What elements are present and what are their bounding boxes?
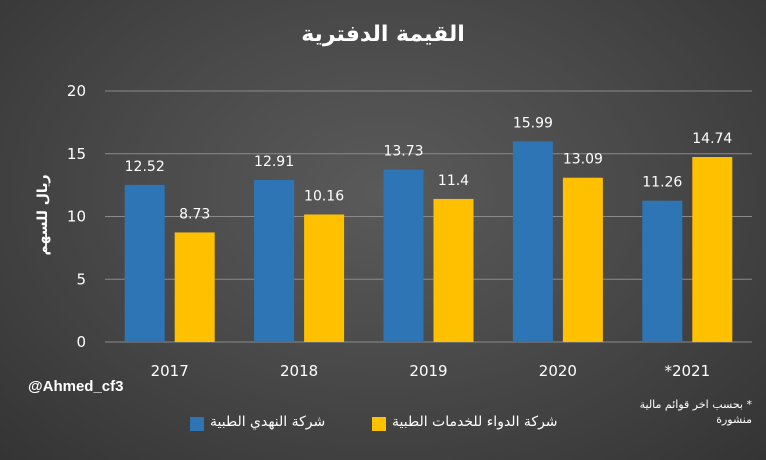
data-label: 15.99 <box>513 115 553 131</box>
bar <box>304 214 345 342</box>
data-label: 13.73 <box>383 144 423 160</box>
legend-label-series-1: شركة النهدي الطبية <box>210 414 326 430</box>
data-label: 10.16 <box>304 188 344 204</box>
chart-title: القيمة الدفترية <box>301 22 465 47</box>
data-label: 8.73 <box>179 206 210 222</box>
bar <box>692 157 733 342</box>
bar <box>433 198 474 342</box>
x-tick-label: 2017 <box>151 362 189 380</box>
bar <box>562 177 603 342</box>
y-tick-label: 10 <box>67 208 86 226</box>
legend-label-series-2: شركة الدواء للخدمات الطبية <box>392 414 558 430</box>
x-tick-label: 2018 <box>280 362 318 380</box>
y-tick-label: 15 <box>67 145 86 163</box>
legend-item-series-1: شركة النهدي الطبية <box>190 413 340 437</box>
data-label: 12.91 <box>254 154 294 170</box>
legend-swatch-series-1 <box>190 417 204 431</box>
y-axis-label: ريال للسهم <box>35 174 51 256</box>
bar <box>254 179 295 342</box>
bar <box>383 169 424 342</box>
data-label: 12.52 <box>125 159 165 175</box>
y-tick-label: 5 <box>76 270 86 288</box>
data-label: 13.09 <box>563 152 603 168</box>
legend-item-series-2: شركة الدواء للخدمات الطبية <box>372 413 602 437</box>
bar <box>124 184 165 342</box>
x-tick-label: *2021 <box>664 362 710 380</box>
footnote: * بحسب اخر قوائم مالية منشورة <box>639 398 752 426</box>
legend-swatch-series-2 <box>372 417 386 431</box>
y-axis-label-wrap: ريال للسهم <box>8 150 78 280</box>
bar <box>174 232 215 342</box>
y-tick-label: 20 <box>67 82 86 100</box>
bar <box>642 200 683 342</box>
bar <box>512 141 553 342</box>
data-label: 14.74 <box>692 131 732 147</box>
x-tick-label: 2020 <box>539 362 577 380</box>
data-label: 11.4 <box>438 173 469 189</box>
y-tick-label: 0 <box>76 333 86 351</box>
legend: شركة النهدي الطبية شركة الدواء للخدمات ا… <box>0 413 766 437</box>
author-handle: @Ahmed_cf3 <box>28 378 124 395</box>
data-label: 11.26 <box>642 175 682 191</box>
x-tick-label: 2019 <box>409 362 447 380</box>
